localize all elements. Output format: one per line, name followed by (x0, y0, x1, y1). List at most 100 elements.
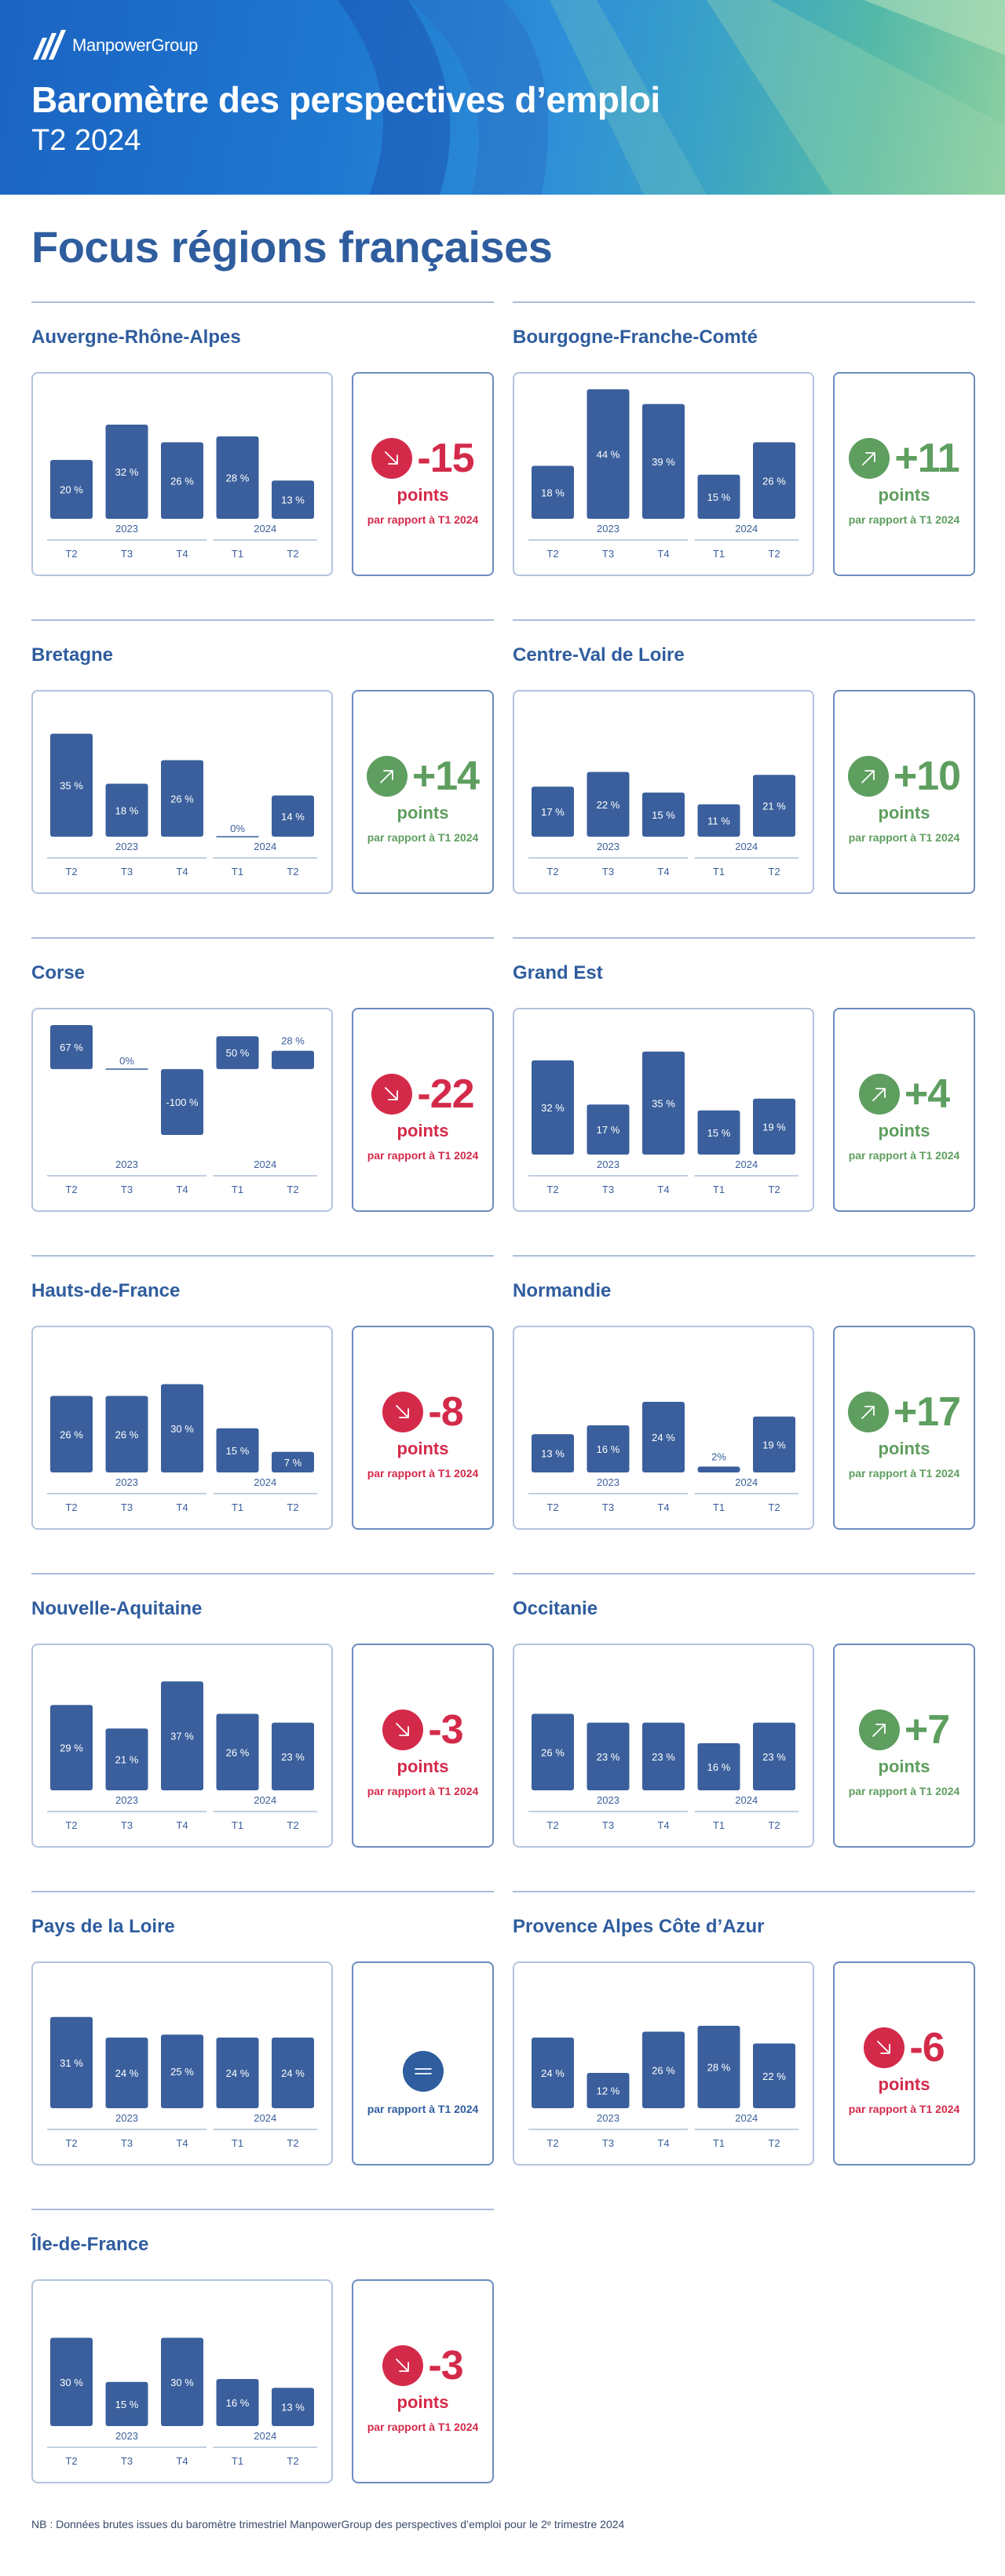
bar (105, 2381, 148, 2426)
bar-chart-svg: 31 % 24 % 25 % 24 % 24 % 2023 2024 T2 T3 T4 T1 T2 (47, 2016, 317, 2149)
region-normandie: Normandie 13 % 16 % 24 % 2% 19 % 2023 2024 T2 T3 T… (513, 1255, 984, 1553)
bar (697, 1466, 740, 1472)
region-name: Provence Alpes Côte d’Azur (513, 1916, 765, 1937)
points-unit: points (397, 803, 449, 823)
footnote: NB : Données brutes issues du baromètre … (31, 2518, 625, 2530)
quarter-tick-label: T4 (176, 866, 188, 878)
quarter-tick-label: T3 (602, 548, 614, 560)
year-label: 2023 (115, 1158, 138, 1170)
region-name: Corse (31, 962, 86, 983)
bar-value-label: 23 % (652, 1751, 675, 1763)
comparison-label: par rapport à T1 2024 (367, 2103, 479, 2115)
year-label: 2024 (254, 1158, 276, 1170)
change-summary: -6 points par rapport à T1 2024 (833, 1961, 975, 2166)
bar-value-label: 24 % (541, 2067, 565, 2079)
region-corse: Corse 67 % 0% -100 % 50 % 28 % 2023 2024 T2 T3 T4 T… (31, 937, 502, 1235)
bar (642, 1722, 685, 1790)
bar (50, 2016, 93, 2108)
quarter-tick-label: T3 (121, 1819, 133, 1831)
bar (753, 1416, 795, 1472)
quarter-tick-label: T2 (65, 866, 77, 878)
change-value: -15 (417, 436, 474, 481)
bar-value-label: 17 % (597, 1124, 620, 1136)
bar-chart: 67 % 0% -100 % 50 % 28 % 2023 2024 T2 T3 T4 T1 T2 (31, 1008, 333, 1212)
year-label: 2024 (254, 523, 276, 535)
quarter-tick-label: T3 (602, 1184, 614, 1195)
quarter-tick-label: T1 (232, 548, 243, 560)
region-occitanie: Occitanie 26 % 23 % 23 % 16 % 23 % 2023 2024 T2 T… (513, 1573, 984, 1871)
bar-value-label: 50 % (226, 1047, 250, 1059)
bar-chart-svg: 30 % 15 % 30 % 16 % 13 % 2023 2024 T2 T3 T4 T1 T2 (47, 2337, 317, 2467)
bar (642, 1051, 685, 1155)
change-row: +17 (835, 1392, 974, 1432)
bar (272, 1451, 314, 1472)
bar (532, 786, 574, 837)
bar-value-label: 19 % (762, 1439, 786, 1450)
bar-value-label: 23 % (762, 1751, 786, 1763)
arrow-up-right-icon (849, 438, 890, 479)
bar-value-label: 22 % (762, 2071, 786, 2082)
year-label: 2023 (115, 523, 138, 535)
quarter-tick-label: T4 (176, 1501, 188, 1513)
change-summary: +14 points par rapport à T1 2024 (352, 690, 494, 894)
bar (105, 1728, 148, 1790)
bar (587, 1722, 630, 1790)
year-label: 2023 (115, 1794, 138, 1806)
quarter-tick-label: T1 (232, 1184, 243, 1195)
arrow-up-right-icon (858, 1074, 900, 1115)
bar (161, 1384, 203, 1472)
quarter-tick-label: T2 (65, 1184, 77, 1195)
region-name: Normandie (513, 1280, 612, 1301)
change-row: -6 (835, 2027, 974, 2068)
quarter-tick-label: T1 (713, 2137, 725, 2149)
arrow-down-right-icon (371, 438, 413, 479)
quarter-tick-label: T4 (176, 1184, 188, 1195)
region-name: Hauts-de-France (31, 1280, 181, 1301)
bar-value-label: 13 % (541, 1448, 565, 1460)
brand-name: ManpowerGroup (72, 35, 198, 55)
bar (161, 442, 203, 519)
bar (161, 760, 203, 837)
points-unit: points (397, 1439, 449, 1458)
bar-chart: 32 % 17 % 35 % 15 % 19 % 2023 2024 T2 T3 T4 T1 T2 (513, 1008, 814, 1212)
region-name: Centre-Val de Loire (513, 644, 685, 666)
bar-chart: 31 % 24 % 25 % 24 % 24 % 2023 2024 T2 T3 T4 T1 T2 (31, 1961, 333, 2166)
change-value: +7 (904, 1707, 950, 1753)
bar (642, 403, 685, 519)
bar-value-label: 7 % (284, 1457, 302, 1469)
year-label: 2023 (597, 1476, 619, 1488)
bar (272, 2038, 314, 2108)
quarter-tick-label: T3 (121, 866, 133, 878)
bar (587, 2073, 630, 2108)
bar-chart-svg: 26 % 26 % 30 % 15 % 7 % 2023 2024 T2 T3 T4 T1 T2 (47, 1384, 317, 1513)
bar (50, 1705, 93, 1790)
manpowergroup-logo-icon (33, 30, 66, 60)
region-centre-val-de-loire: Centre-Val de Loire 17 % 22 % 15 % 11 % 21 % 2… (513, 619, 984, 918)
region-name: Pays de la Loire (31, 1916, 175, 1937)
arrow-up-right-icon (847, 756, 889, 797)
quarter-tick-label: T2 (287, 2455, 298, 2467)
quarter-tick-label: T1 (713, 866, 725, 878)
bar-value-label: 24 % (281, 2067, 305, 2079)
region-divider (31, 1891, 494, 1892)
region-divider (513, 1891, 975, 1892)
change-row: +4 (835, 1074, 974, 1115)
bar-chart: 30 % 15 % 30 % 16 % 13 % 2023 2024 T2 T3 T4 T1 T2 (31, 2279, 333, 2483)
change-summary: +11 points par rapport à T1 2024 (833, 372, 975, 576)
comparison-label: par rapport à T1 2024 (367, 1149, 479, 1162)
change-row: -8 (353, 1392, 492, 1432)
change-summary: par rapport à T1 2024 (352, 1961, 494, 2166)
bar-chart-svg: 67 % 0% -100 % 50 % 28 % 2023 2024 T2 T3 T4 T1 T2 (47, 1025, 317, 1195)
bar (272, 1050, 314, 1070)
region-divider (513, 1573, 975, 1574)
bar (587, 772, 630, 837)
comparison-label: par rapport à T1 2024 (367, 513, 479, 526)
bar-chart-svg: 24 % 12 % 26 % 28 % 22 % 2023 2024 T2 T3 T4 T1 T2 (528, 2026, 799, 2149)
quarter-tick-label: T4 (176, 548, 188, 560)
change-summary: -3 points par rapport à T1 2024 (352, 2279, 494, 2483)
bar-value-label: 16 % (597, 1443, 620, 1455)
year-label: 2023 (115, 1476, 138, 1488)
region-divider (513, 937, 975, 939)
quarter-tick-label: T4 (176, 1819, 188, 1831)
region-provence-alpes-cote-d-azur: Provence Alpes Côte d’Azur 24 % 12 % 26 % 28… (513, 1891, 984, 2189)
